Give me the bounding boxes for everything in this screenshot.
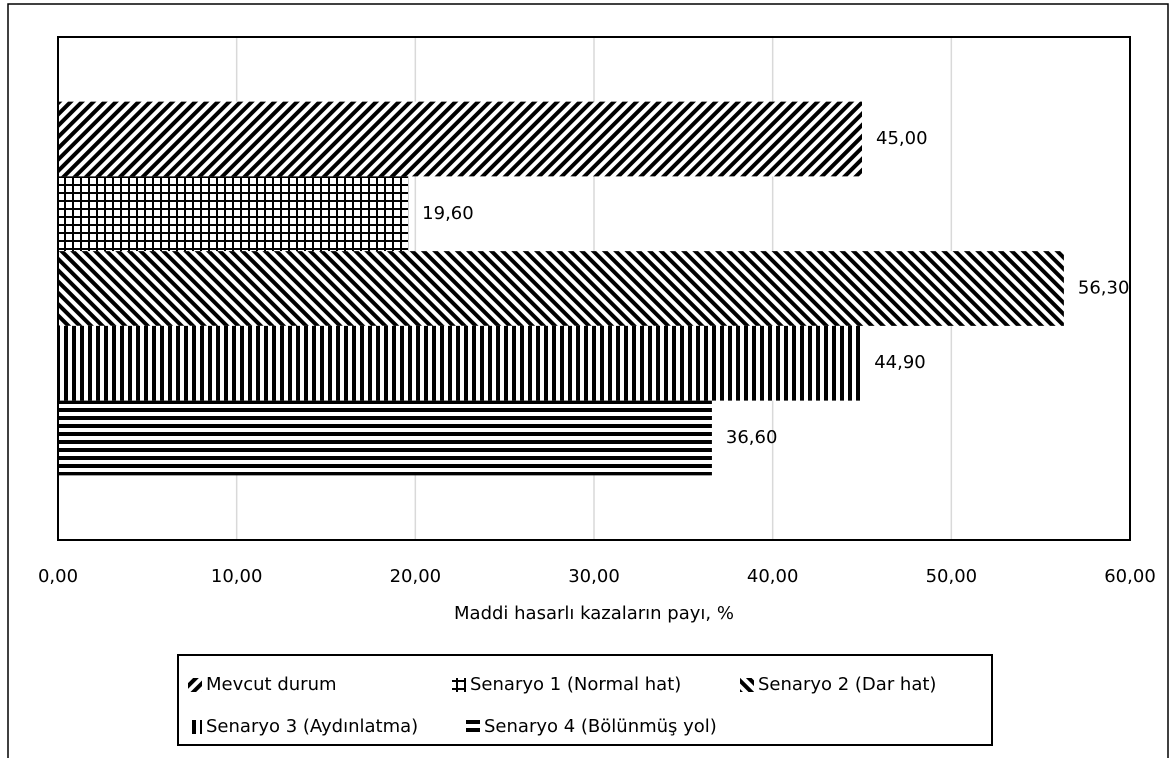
x-tick-label: 40,00: [747, 566, 799, 587]
x-axis-title: Maddi hasarlı kazaların payı, %: [454, 603, 734, 624]
value-label: 56,30: [1078, 278, 1130, 299]
outer-frame: [7, 3, 1169, 758]
plot-area: [57, 36, 1131, 541]
value-label: 44,90: [874, 352, 926, 373]
x-tick-label: 30,00: [568, 566, 620, 587]
x-tick-label: 60,00: [1104, 566, 1156, 587]
value-label: 36,60: [726, 427, 778, 448]
legend-label: Senaryo 4 (Bölünmüş yol): [484, 716, 717, 737]
x-tick-label: 0,00: [38, 566, 78, 587]
x-tick-label: 50,00: [926, 566, 978, 587]
legend-label: Senaryo 1 (Normal hat): [470, 674, 681, 695]
x-tick-label: 20,00: [390, 566, 442, 587]
value-label: 45,00: [876, 128, 928, 149]
bar: [58, 176, 409, 252]
legend-label: Mevcut durum: [206, 674, 337, 695]
legend-swatch: [188, 720, 202, 734]
legend-swatch: [466, 720, 480, 734]
legend: Mevcut durum Senaryo 1 (Normal hat) Senary…: [188, 674, 936, 737]
value-label: 19,60: [422, 203, 474, 224]
x-tick-label: 10,00: [211, 566, 263, 587]
bar: [58, 251, 1064, 326]
legend-swatch: [740, 678, 754, 692]
legend-label: Senaryo 2 (Dar hat): [758, 674, 936, 695]
legend-label: Senaryo 3 (Aydınlatma): [206, 716, 418, 737]
bars: 45,00 19,60 56,30 44,90 36,60: [58, 101, 1130, 476]
bar: [58, 325, 861, 401]
legend-swatch: [188, 678, 202, 692]
legend-box: [177, 654, 993, 746]
legend-swatch: [452, 678, 466, 692]
bar: [58, 400, 712, 476]
bar: [58, 101, 862, 177]
